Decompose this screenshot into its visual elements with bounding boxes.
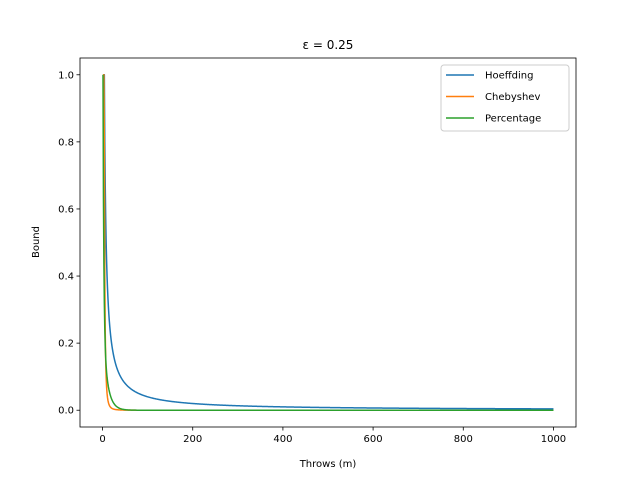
x-axis-ticks: 0 200 400 600 800 1000 (99, 427, 566, 445)
x-tick-label: 600 (364, 434, 383, 445)
chart-title: ε = 0.25 (303, 38, 354, 52)
y-tick-label: 0.0 (58, 406, 74, 417)
plot-frame (79, 57, 577, 428)
y-axis-label: Bound (31, 226, 42, 258)
series-line-percentage (102, 74, 554, 411)
y-tick-label: 0.8 (58, 137, 74, 148)
legend-label-hoeffding: Hoeffding (485, 71, 534, 82)
legend-frame (440, 64, 570, 132)
x-tick-label: 800 (454, 434, 473, 445)
series-line-hoeffding (102, 74, 554, 410)
x-axis-label: Throws (m) (299, 459, 357, 470)
series-layer (102, 74, 554, 411)
y-axis-ticks: 0.0 0.2 0.4 0.6 0.8 1.0 (58, 70, 80, 417)
x-tick-label: 0 (99, 434, 105, 445)
legend-label-percentage: Percentage (485, 114, 541, 125)
y-tick-label: 0.2 (58, 339, 74, 350)
y-tick-label: 0.6 (58, 204, 74, 215)
x-tick-label: 1000 (541, 434, 566, 445)
legend-label-chebyshev: Chebyshev (485, 92, 540, 103)
y-tick-label: 1.0 (58, 70, 74, 81)
x-tick-label: 200 (183, 434, 202, 445)
y-tick-label: 0.4 (58, 272, 74, 283)
x-tick-label: 400 (273, 434, 292, 445)
legend: Hoeffding Chebyshev Percentage (440, 64, 570, 132)
